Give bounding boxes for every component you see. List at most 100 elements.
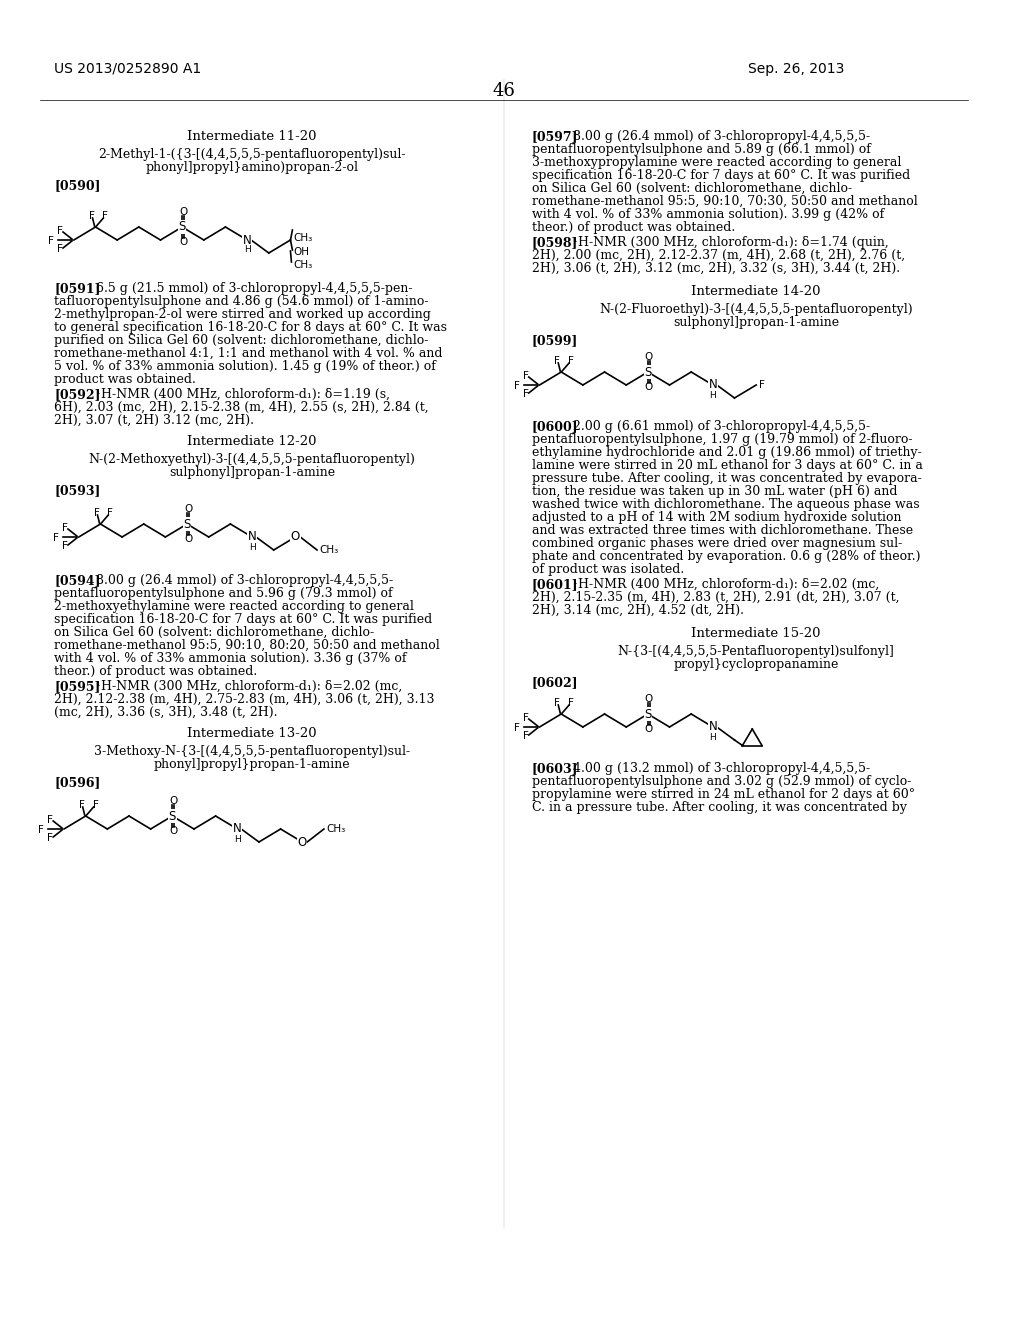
Text: [0600]: [0600] bbox=[531, 420, 579, 433]
Text: pentafluoropentylsulphone and 5.89 g (66.1 mmol) of: pentafluoropentylsulphone and 5.89 g (66… bbox=[531, 143, 870, 156]
Text: F: F bbox=[523, 371, 528, 381]
Text: [0591]: [0591] bbox=[54, 282, 100, 294]
Text: 3-methoxypropylamine were reacted according to general: 3-methoxypropylamine were reacted accord… bbox=[531, 156, 901, 169]
Text: pressure tube. After cooling, it was concentrated by evapora-: pressure tube. After cooling, it was con… bbox=[531, 473, 922, 484]
Text: [0598]: [0598] bbox=[531, 236, 579, 249]
Text: on Silica Gel 60 (solvent: dichloromethane, dichlo-: on Silica Gel 60 (solvent: dichlorometha… bbox=[531, 182, 852, 195]
Text: 8.00 g (26.4 mmol) of 3-chloropropyl-4,4,5,5,5-: 8.00 g (26.4 mmol) of 3-chloropropyl-4,4… bbox=[573, 129, 870, 143]
Text: propylamine were stirred in 24 mL ethanol for 2 days at 60°: propylamine were stirred in 24 mL ethano… bbox=[531, 788, 914, 801]
Text: F: F bbox=[554, 698, 560, 708]
Text: CH₃: CH₃ bbox=[326, 824, 345, 834]
Text: US 2013/0252890 A1: US 2013/0252890 A1 bbox=[54, 62, 202, 77]
Text: F: F bbox=[568, 698, 574, 708]
Text: with 4 vol. % of 33% ammonia solution). 3.99 g (42% of: with 4 vol. % of 33% ammonia solution). … bbox=[531, 209, 884, 220]
Text: F: F bbox=[554, 356, 560, 366]
Text: specification 16-18-20-C for 7 days at 60° C. It was purified: specification 16-18-20-C for 7 days at 6… bbox=[531, 169, 910, 182]
Text: 46: 46 bbox=[493, 82, 515, 100]
Text: ¹H-NMR (400 MHz, chloroform-d₁): δ=2.02 (mc,: ¹H-NMR (400 MHz, chloroform-d₁): δ=2.02 … bbox=[573, 578, 880, 591]
Text: theor.) of product was obtained.: theor.) of product was obtained. bbox=[531, 220, 735, 234]
Text: O: O bbox=[184, 535, 193, 544]
Text: phonyl]propyl}amino)propan-2-ol: phonyl]propyl}amino)propan-2-ol bbox=[145, 161, 358, 174]
Text: O: O bbox=[645, 723, 653, 734]
Text: F: F bbox=[514, 381, 520, 391]
Text: F: F bbox=[523, 731, 528, 741]
Text: ethylamine hydrochloride and 2.01 g (19.86 mmol) of triethy-: ethylamine hydrochloride and 2.01 g (19.… bbox=[531, 446, 922, 459]
Text: O: O bbox=[169, 826, 177, 836]
Text: ¹H-NMR (300 MHz, chloroform-d₁): δ=2.02 (mc,: ¹H-NMR (300 MHz, chloroform-d₁): δ=2.02 … bbox=[95, 680, 401, 693]
Text: tafluoropentylsulphone and 4.86 g (54.6 mmol) of 1-amino-: tafluoropentylsulphone and 4.86 g (54.6 … bbox=[54, 294, 429, 308]
Text: S: S bbox=[644, 708, 651, 721]
Text: on Silica Gel 60 (solvent: dichloromethane, dichlo-: on Silica Gel 60 (solvent: dichlorometha… bbox=[54, 626, 375, 639]
Text: [0590]: [0590] bbox=[54, 180, 100, 191]
Text: N: N bbox=[243, 234, 252, 247]
Text: 2H), 2.00 (mc, 2H), 2.12-2.37 (m, 4H), 2.68 (t, 2H), 2.76 (t,: 2H), 2.00 (mc, 2H), 2.12-2.37 (m, 4H), 2… bbox=[531, 249, 905, 261]
Text: pentafluoropentylsulphone and 3.02 g (52.9 mmol) of cyclo-: pentafluoropentylsulphone and 3.02 g (52… bbox=[531, 775, 911, 788]
Text: O: O bbox=[291, 531, 300, 544]
Text: 2-methylpropan-2-ol were stirred and worked up according: 2-methylpropan-2-ol were stirred and wor… bbox=[54, 308, 431, 321]
Text: romethane-methanol 4:1, 1:1 and methanol with 4 vol. % and: romethane-methanol 4:1, 1:1 and methanol… bbox=[54, 347, 442, 360]
Text: F: F bbox=[514, 723, 520, 733]
Text: of product was isolated.: of product was isolated. bbox=[531, 564, 684, 576]
Text: sulphonyl]propan-1-amine: sulphonyl]propan-1-amine bbox=[169, 466, 335, 479]
Text: H: H bbox=[710, 391, 716, 400]
Text: F: F bbox=[108, 508, 114, 517]
Text: F: F bbox=[47, 833, 53, 843]
Text: 2H), 2.12-2.38 (m, 4H), 2.75-2.83 (m, 4H), 3.06 (t, 2H), 3.13: 2H), 2.12-2.38 (m, 4H), 2.75-2.83 (m, 4H… bbox=[54, 693, 434, 706]
Text: (mc, 2H), 3.36 (s, 3H), 3.48 (t, 2H).: (mc, 2H), 3.36 (s, 3H), 3.48 (t, 2H). bbox=[54, 706, 278, 719]
Text: F: F bbox=[79, 800, 85, 810]
Text: O: O bbox=[645, 694, 653, 704]
Text: 2H), 3.06 (t, 2H), 3.12 (mc, 2H), 3.32 (s, 3H), 3.44 (t, 2H).: 2H), 3.06 (t, 2H), 3.12 (mc, 2H), 3.32 (… bbox=[531, 261, 900, 275]
Text: phonyl]propyl}propan-1-amine: phonyl]propyl}propan-1-amine bbox=[154, 758, 350, 771]
Text: ¹H-NMR (400 MHz, chloroform-d₁): δ=1.19 (s,: ¹H-NMR (400 MHz, chloroform-d₁): δ=1.19 … bbox=[95, 388, 389, 401]
Text: F: F bbox=[102, 211, 109, 220]
Text: N-{3-[(4,4,5,5,5-Pentafluoropentyl)sulfonyl]: N-{3-[(4,4,5,5,5-Pentafluoropentyl)sulfo… bbox=[617, 645, 895, 657]
Text: O: O bbox=[184, 504, 193, 513]
Text: F: F bbox=[92, 800, 98, 810]
Text: F: F bbox=[39, 825, 44, 836]
Text: theor.) of product was obtained.: theor.) of product was obtained. bbox=[54, 665, 257, 678]
Text: [0603]: [0603] bbox=[531, 762, 579, 775]
Text: specification 16-18-20-C for 7 days at 60° C. It was purified: specification 16-18-20-C for 7 days at 6… bbox=[54, 612, 432, 626]
Text: CH₃: CH₃ bbox=[319, 545, 338, 554]
Text: F: F bbox=[523, 713, 528, 723]
Text: OH: OH bbox=[294, 247, 309, 257]
Text: to general specification 16-18-20-C for 8 days at 60° C. It was: to general specification 16-18-20-C for … bbox=[54, 321, 447, 334]
Text: N-(2-Fluoroethyl)-3-[(4,4,5,5,5-pentafluoropentyl): N-(2-Fluoroethyl)-3-[(4,4,5,5,5-pentaflu… bbox=[599, 304, 913, 315]
Text: S: S bbox=[178, 220, 185, 234]
Text: F: F bbox=[523, 389, 528, 399]
Text: O: O bbox=[179, 238, 187, 247]
Text: F: F bbox=[62, 541, 68, 550]
Text: S: S bbox=[183, 517, 190, 531]
Text: purified on Silica Gel 60 (solvent: dichloromethane, dichlo-: purified on Silica Gel 60 (solvent: dich… bbox=[54, 334, 428, 347]
Text: H: H bbox=[244, 246, 251, 255]
Text: Intermediate 14-20: Intermediate 14-20 bbox=[691, 285, 821, 298]
Text: F: F bbox=[759, 380, 765, 389]
Text: tion, the residue was taken up in 30 mL water (pH 6) and: tion, the residue was taken up in 30 mL … bbox=[531, 484, 897, 498]
Text: F: F bbox=[93, 508, 99, 517]
Text: F: F bbox=[53, 533, 59, 543]
Text: 8.00 g (26.4 mmol) of 3-chloropropyl-4,4,5,5,5-: 8.00 g (26.4 mmol) of 3-chloropropyl-4,4… bbox=[95, 574, 392, 587]
Text: N: N bbox=[232, 822, 242, 836]
Text: Sep. 26, 2013: Sep. 26, 2013 bbox=[749, 62, 845, 77]
Text: 2H), 3.14 (mc, 2H), 4.52 (dt, 2H).: 2H), 3.14 (mc, 2H), 4.52 (dt, 2H). bbox=[531, 605, 743, 616]
Text: 2-methoxyethylamine were reacted according to general: 2-methoxyethylamine were reacted accordi… bbox=[54, 601, 414, 612]
Text: Intermediate 11-20: Intermediate 11-20 bbox=[187, 129, 316, 143]
Text: pentafluoropentylsulphone and 5.96 g (79.3 mmol) of: pentafluoropentylsulphone and 5.96 g (79… bbox=[54, 587, 393, 601]
Text: lamine were stirred in 20 mL ethanol for 3 days at 60° C. in a: lamine were stirred in 20 mL ethanol for… bbox=[531, 459, 923, 473]
Text: [0592]: [0592] bbox=[54, 388, 100, 401]
Text: pentafluoropentylsulphone, 1.97 g (19.79 mmol) of 2-fluoro-: pentafluoropentylsulphone, 1.97 g (19.79… bbox=[531, 433, 912, 446]
Text: [0602]: [0602] bbox=[531, 676, 579, 689]
Text: Intermediate 13-20: Intermediate 13-20 bbox=[187, 727, 316, 741]
Text: H: H bbox=[249, 543, 255, 552]
Text: S: S bbox=[644, 366, 651, 379]
Text: O: O bbox=[179, 207, 187, 216]
Text: CH₃: CH₃ bbox=[294, 234, 312, 243]
Text: and was extracted three times with dichloromethane. These: and was extracted three times with dichl… bbox=[531, 524, 912, 537]
Text: F: F bbox=[57, 244, 63, 253]
Text: O: O bbox=[298, 836, 307, 849]
Text: combined organic phases were dried over magnesium sul-: combined organic phases were dried over … bbox=[531, 537, 902, 550]
Text: [0601]: [0601] bbox=[531, 578, 579, 591]
Text: romethane-methanol 95:5, 90:10, 70:30, 50:50 and methanol: romethane-methanol 95:5, 90:10, 70:30, 5… bbox=[531, 195, 918, 209]
Text: F: F bbox=[57, 226, 63, 236]
Text: [0595]: [0595] bbox=[54, 680, 100, 693]
